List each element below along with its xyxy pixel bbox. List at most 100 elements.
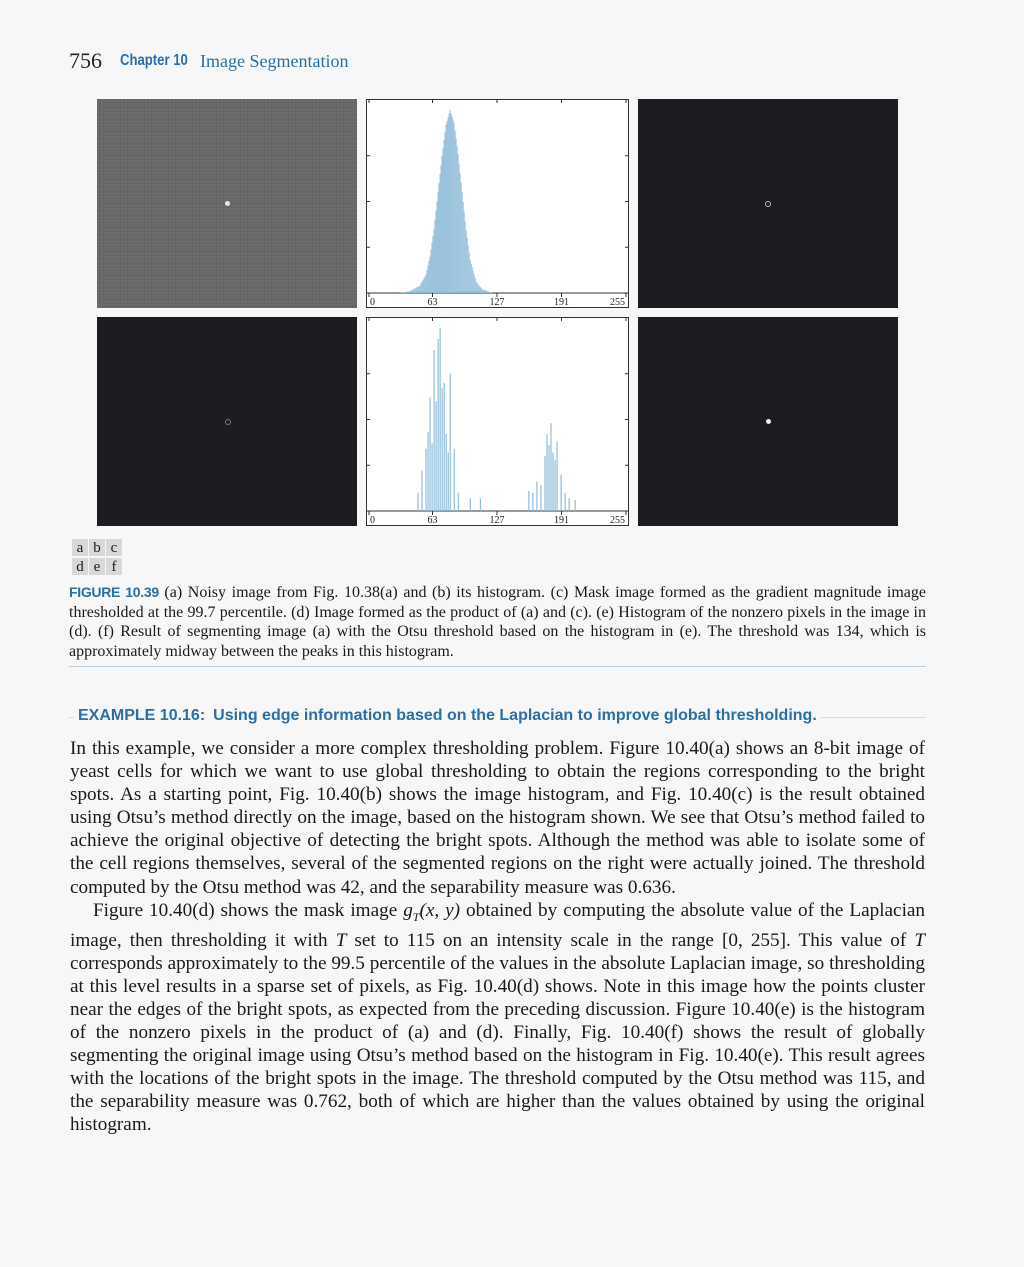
caption-divider — [69, 666, 926, 667]
histogram-bar — [438, 183, 440, 293]
x-tick-label: 127 — [489, 297, 504, 307]
histogram-bar — [468, 252, 470, 293]
histogram-bar — [457, 492, 459, 511]
histogram-bar — [451, 116, 453, 293]
histogram-bar — [447, 452, 449, 511]
histogram-bar — [483, 290, 485, 293]
text-run: set to 115 on an intensity scale in the … — [346, 929, 915, 951]
histogram-bar — [429, 397, 431, 511]
text-run: obtained by computing the absolute value… — [70, 899, 926, 951]
histogram-bar — [431, 443, 433, 511]
figure-panel-e-histogram: 0 63 127 191 255 — [366, 317, 629, 526]
histogram-bar — [532, 492, 534, 511]
x-tick-label: 63 — [427, 515, 437, 525]
histogram-bar — [441, 388, 443, 511]
histogram-bar — [435, 210, 437, 293]
panel-letter: e — [89, 558, 105, 575]
histogram-bar — [470, 263, 472, 293]
histogram-bar — [445, 434, 447, 511]
histogram-bar — [484, 290, 486, 293]
histogram-bar — [416, 287, 418, 293]
panel-letter: d — [72, 558, 88, 575]
bright-spot — [766, 419, 771, 424]
histogram-bar — [433, 228, 435, 293]
histogram-bar — [460, 182, 462, 293]
histogram-bar — [467, 245, 469, 293]
histogram-bar — [439, 174, 441, 293]
x-tick-label: 255 — [610, 297, 625, 307]
chapter-label: Chapter 10 — [120, 52, 188, 69]
histogram-bar — [424, 276, 426, 293]
histogram-bar — [475, 282, 477, 293]
example-label: EXAMPLE 10.16: — [78, 707, 206, 724]
x-tick-label: 127 — [489, 515, 504, 525]
histogram-bar — [485, 290, 487, 293]
histogram-bar — [427, 432, 429, 511]
panel-letter: c — [106, 539, 122, 556]
histogram-bar — [418, 286, 420, 293]
histogram-bar — [486, 291, 488, 293]
histogram-bar — [406, 291, 408, 293]
histogram-bar — [466, 238, 468, 293]
histogram-bar — [574, 500, 576, 511]
histogram-bar — [554, 459, 556, 511]
histogram-bar — [461, 192, 463, 293]
histogram-bar — [434, 219, 436, 293]
histogram-bar — [419, 285, 421, 293]
histogram-bar — [489, 292, 491, 293]
figure-panel-d — [97, 317, 357, 526]
histogram-bar — [474, 278, 476, 293]
histogram-bar — [546, 434, 548, 511]
histogram-bar — [556, 441, 558, 511]
histogram-bar — [550, 423, 552, 511]
histogram-bar — [464, 221, 466, 293]
histogram-bar — [477, 284, 479, 293]
figure-label: FIGURE 10.39 — [69, 584, 159, 600]
histogram-bar — [408, 291, 410, 293]
histogram-bar — [422, 280, 424, 293]
histogram-bar — [433, 349, 435, 511]
histogram-bar — [482, 289, 484, 293]
x-tick-label: 255 — [610, 515, 625, 525]
histogram-e: 0 63 127 191 255 — [367, 318, 628, 525]
histogram-bar — [426, 270, 428, 293]
x-tick-label: 63 — [427, 297, 437, 307]
histogram-bar — [421, 282, 423, 293]
histogram-bar — [442, 147, 444, 293]
histogram-bar — [435, 401, 437, 511]
histogram-bar — [450, 113, 452, 293]
histogram-bar — [428, 260, 430, 293]
histogram-bar — [430, 249, 432, 293]
histogram-bar — [440, 164, 442, 293]
bright-spot — [225, 201, 230, 206]
histogram-bar — [410, 290, 412, 293]
histogram-bar — [425, 274, 427, 293]
histogram-bar — [488, 291, 490, 293]
math-symbol: T — [335, 929, 347, 951]
figure-caption: FIGURE 10.39 (a) Noisy image from Fig. 1… — [69, 583, 926, 661]
histogram-bar — [540, 485, 542, 511]
histogram-bar — [449, 373, 451, 511]
histogram-bar — [478, 285, 480, 293]
histogram-bar — [432, 235, 434, 293]
x-tick-label: 0 — [370, 297, 375, 307]
histogram-bar — [413, 288, 415, 293]
histogram-bar — [458, 163, 460, 293]
histogram-bar — [536, 481, 538, 511]
histogram-bar — [417, 492, 419, 511]
histogram-bar — [414, 288, 416, 293]
histogram-bar — [453, 448, 455, 511]
panel-letter: f — [106, 558, 122, 575]
figure-panel-c — [638, 99, 898, 308]
histogram-bar — [405, 291, 407, 293]
histogram-bar — [417, 286, 419, 293]
histogram-bar — [420, 283, 422, 293]
histogram-bar — [445, 124, 447, 293]
histogram-bar — [431, 242, 433, 293]
histogram-bar — [402, 292, 404, 293]
histogram-bar — [465, 230, 467, 293]
histogram-bar — [454, 130, 456, 293]
histogram-bar — [473, 274, 475, 293]
histogram-bar — [439, 328, 441, 511]
